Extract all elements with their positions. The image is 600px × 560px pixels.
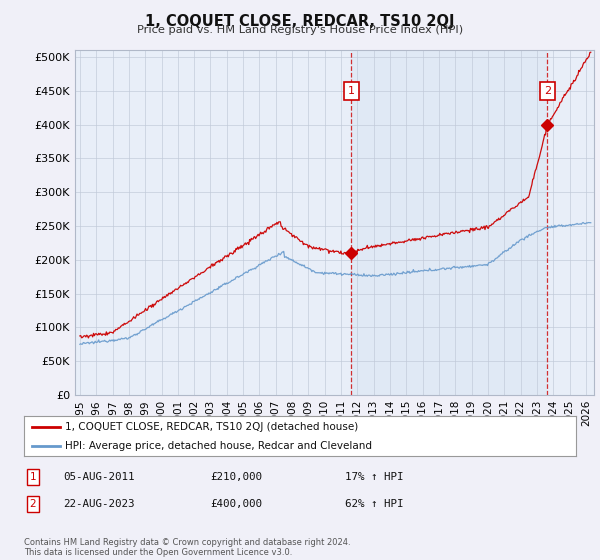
Text: 22-AUG-2023: 22-AUG-2023	[63, 499, 134, 509]
Text: HPI: Average price, detached house, Redcar and Cleveland: HPI: Average price, detached house, Redc…	[65, 441, 373, 451]
Text: 1: 1	[29, 472, 37, 482]
Text: 05-AUG-2011: 05-AUG-2011	[63, 472, 134, 482]
Bar	[351, 50, 547, 395]
Text: 1: 1	[347, 86, 355, 96]
Text: £210,000: £210,000	[210, 472, 262, 482]
Text: 2: 2	[544, 86, 551, 96]
Text: 2: 2	[29, 499, 37, 509]
Text: 17% ↑ HPI: 17% ↑ HPI	[345, 472, 404, 482]
Text: Contains HM Land Registry data © Crown copyright and database right 2024.
This d: Contains HM Land Registry data © Crown c…	[24, 538, 350, 557]
Text: 1, COQUET CLOSE, REDCAR, TS10 2QJ (detached house): 1, COQUET CLOSE, REDCAR, TS10 2QJ (detac…	[65, 422, 359, 432]
Text: £400,000: £400,000	[210, 499, 262, 509]
Text: 1, COQUET CLOSE, REDCAR, TS10 2QJ: 1, COQUET CLOSE, REDCAR, TS10 2QJ	[145, 14, 455, 29]
Text: 62% ↑ HPI: 62% ↑ HPI	[345, 499, 404, 509]
Text: Price paid vs. HM Land Registry's House Price Index (HPI): Price paid vs. HM Land Registry's House …	[137, 25, 463, 35]
